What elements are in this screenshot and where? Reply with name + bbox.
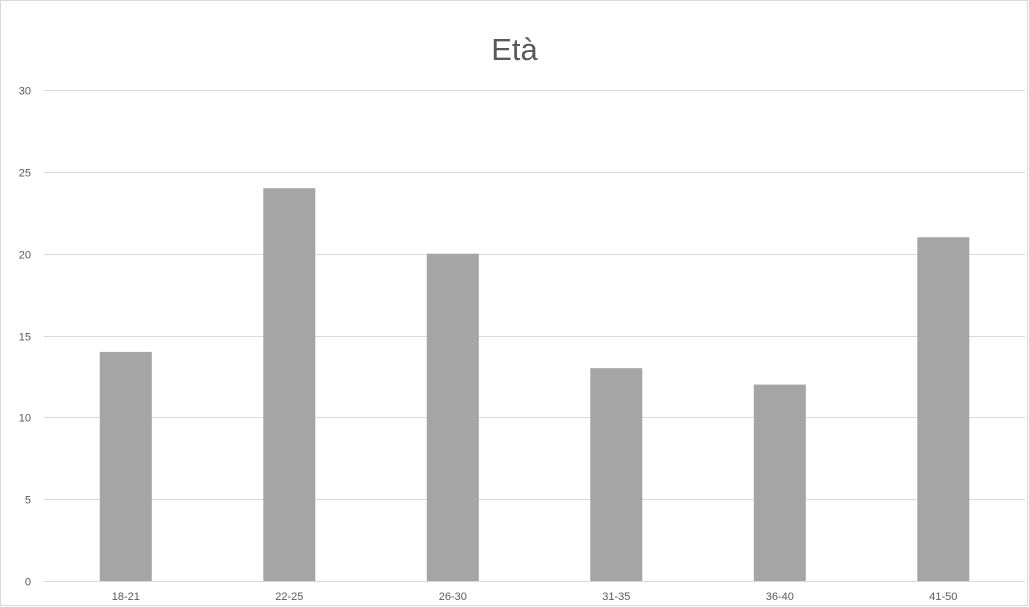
x-tick-label: 22-25 [275,591,303,603]
chart-title: Età [491,32,538,67]
bar-26-30 [426,253,479,581]
x-tick-label: 18-21 [112,591,140,603]
y-tick-label: 30 [19,86,31,98]
x-tick-label: 31-35 [602,591,630,603]
x-tick-label: 41-50 [929,591,957,603]
y-tick-label: 10 [19,413,31,425]
x-tick-label: 36-40 [766,591,794,603]
y-tick-label: 20 [19,250,31,262]
bar-22-25 [263,188,316,581]
bar-36-40 [753,384,806,581]
y-tick-label: 5 [25,495,31,507]
y-tick-label: 15 [19,332,31,344]
bar-18-21 [99,351,152,581]
y-tick-label: 0 [25,577,31,589]
y-tick-label: 25 [19,168,31,180]
x-tick-label: 26-30 [439,591,467,603]
bar-31-35 [590,368,643,581]
bar-41-50 [917,237,970,582]
